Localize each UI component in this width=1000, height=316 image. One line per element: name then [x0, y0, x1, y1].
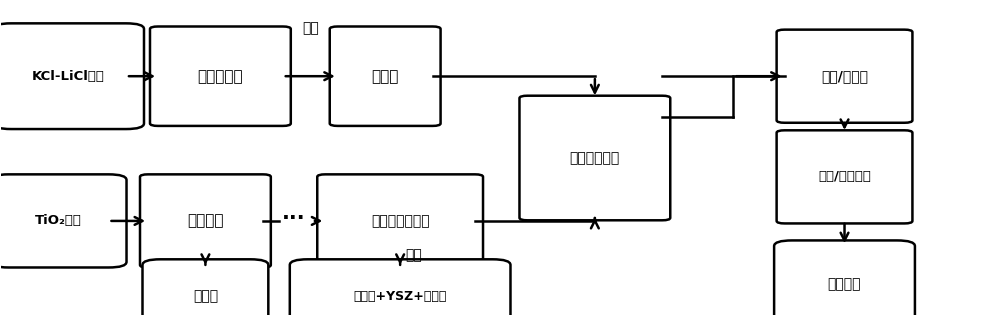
Text: 连续恒压电解: 连续恒压电解: [570, 151, 620, 165]
Text: 熔融: 熔融: [405, 248, 422, 262]
FancyBboxPatch shape: [290, 259, 510, 316]
Text: 洗涤/低温干燥: 洗涤/低温干燥: [818, 170, 871, 183]
Text: ···: ···: [282, 208, 306, 228]
FancyBboxPatch shape: [774, 240, 915, 316]
FancyBboxPatch shape: [777, 130, 912, 223]
Text: 连续进样: 连续进样: [187, 213, 224, 228]
Text: 金属钠+YSZ+银导线: 金属钠+YSZ+银导线: [353, 290, 447, 303]
FancyBboxPatch shape: [142, 259, 268, 316]
FancyBboxPatch shape: [317, 174, 483, 267]
FancyBboxPatch shape: [0, 23, 144, 129]
Text: 预电解: 预电解: [371, 69, 399, 84]
FancyBboxPatch shape: [140, 174, 271, 267]
FancyBboxPatch shape: [0, 174, 127, 267]
Text: KCl-LiCl熔盐: KCl-LiCl熔盐: [32, 70, 105, 83]
Text: 出料/钠回收: 出料/钠回收: [821, 69, 868, 83]
Text: TiO₂粉末: TiO₂粉末: [35, 215, 82, 228]
Text: 海绵钛粉: 海绵钛粉: [828, 277, 861, 291]
Text: 脱水预处理: 脱水预处理: [198, 69, 243, 84]
Text: 液态金属钠阴极: 液态金属钠阴极: [371, 214, 429, 228]
FancyBboxPatch shape: [777, 30, 912, 123]
FancyBboxPatch shape: [150, 27, 291, 126]
Text: 熔融: 熔融: [302, 21, 319, 35]
FancyBboxPatch shape: [519, 96, 670, 220]
Text: 氩气流: 氩气流: [193, 289, 218, 303]
FancyBboxPatch shape: [330, 27, 441, 126]
